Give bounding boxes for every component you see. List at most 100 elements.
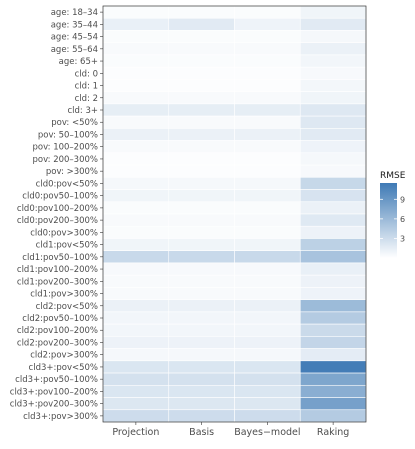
heatmap-cell <box>102 128 170 141</box>
heatmap-cell <box>168 360 235 374</box>
heatmap-cell <box>299 336 367 349</box>
y-tick-label: cld: 0 <box>75 69 98 79</box>
plot-border <box>102 5 367 423</box>
heatmap-cell <box>102 287 170 300</box>
heatmap-cell <box>102 213 170 227</box>
heatmap-cell <box>234 164 301 178</box>
heatmap-cell <box>102 238 170 252</box>
heatmap-cell <box>299 250 367 264</box>
heatmap-cell <box>102 140 170 154</box>
heatmap-cell <box>234 91 301 105</box>
heatmap-cell <box>168 152 235 166</box>
x-tick-label: Projection <box>112 427 159 438</box>
heatmap-cells <box>102 5 367 423</box>
heatmap-cell <box>234 30 301 44</box>
y-tick-label: cld0:pov<50% <box>36 179 98 189</box>
heatmap-cell <box>102 91 170 105</box>
heatmap-cell <box>234 152 301 166</box>
heatmap-cell <box>299 91 367 105</box>
heatmap-cell <box>299 274 367 288</box>
heatmap-cell <box>299 42 367 56</box>
y-tick-label: cld2:pov50–100% <box>22 314 98 324</box>
legend-title: RMSE <box>380 171 406 181</box>
heatmap-cell <box>299 201 367 215</box>
heatmap-cell <box>299 30 367 44</box>
legend-ticks: 3 6 9 <box>380 195 405 243</box>
y-tick-label: pov: >300% <box>46 167 98 177</box>
heatmap-cell <box>168 397 235 411</box>
heatmap-cell <box>102 274 170 288</box>
heatmap-cell <box>168 91 235 105</box>
heatmap-cell <box>234 360 301 374</box>
heatmap-cell <box>168 79 235 92</box>
heatmap-cell <box>299 213 367 227</box>
legend-colorbar <box>380 183 397 258</box>
heatmap-cell <box>168 311 235 325</box>
heatmap-cell <box>234 348 301 362</box>
heatmap-cell <box>102 30 170 44</box>
heatmap-cell <box>234 372 301 386</box>
heatmap-cell <box>102 262 170 276</box>
heatmap-cell <box>102 66 170 80</box>
heatmap-cell <box>299 176 367 190</box>
heatmap-cell <box>234 384 301 398</box>
heatmap-cell <box>234 176 301 190</box>
heatmap-cell <box>102 360 170 374</box>
heatmap-cell <box>234 262 301 276</box>
heatmap-cell <box>299 311 367 325</box>
heatmap-cell <box>234 287 301 300</box>
heatmap-cell <box>168 176 235 190</box>
heatmap-cell <box>299 287 367 300</box>
heatmap-cell <box>299 225 367 239</box>
heatmap-cell <box>102 201 170 215</box>
heatmap-cell <box>299 238 367 252</box>
heatmap-cell <box>168 238 235 252</box>
y-tick-label: cld1:pov50–100% <box>22 253 98 263</box>
y-tick-label: cld0:pov50–100% <box>22 192 98 202</box>
heatmap-cell <box>102 176 170 190</box>
y-tick-label: cld1:pov200–300% <box>17 277 98 287</box>
heatmap-cell <box>168 54 235 68</box>
heatmap-cell <box>168 336 235 349</box>
heatmap-cell <box>102 79 170 92</box>
heatmap-cell <box>299 66 367 80</box>
heatmap-cell <box>234 103 301 117</box>
heatmap-cell <box>102 323 170 337</box>
heatmap-cell <box>168 213 235 227</box>
y-tick-label: cld3+:pov50–100% <box>15 375 98 385</box>
y-tick-label: cld0:pov200–300% <box>17 216 98 226</box>
y-tick-label: cld1:pov<50% <box>36 241 98 251</box>
heatmap-cell <box>234 397 301 411</box>
heatmap-cell <box>168 189 235 203</box>
heatmap-cell <box>102 152 170 166</box>
heatmap-cell <box>299 323 367 337</box>
heatmap-cell <box>102 384 170 398</box>
heatmap-cell <box>168 299 235 313</box>
legend-tick-label: 3 <box>400 234 405 243</box>
y-tick-label: pov: 200–300% <box>32 155 98 165</box>
y-tick-label: age: 65+ <box>59 57 98 67</box>
y-tick-label: cld2:pov100–200% <box>17 326 98 336</box>
heatmap-cell <box>234 128 301 141</box>
heatmap-cell <box>299 262 367 276</box>
heatmap-cell <box>234 201 301 215</box>
heatmap-cell <box>102 397 170 411</box>
heatmap-cell <box>102 409 170 423</box>
heatmap-cell <box>299 115 367 129</box>
heatmap-cell <box>234 250 301 264</box>
heatmap-cell <box>299 299 367 313</box>
heatmap-cell <box>168 115 235 129</box>
heatmap-cell <box>168 323 235 337</box>
heatmap-cell <box>102 299 170 313</box>
heatmap-cell <box>234 79 301 92</box>
y-tick-label: cld2:pov>300% <box>30 351 98 361</box>
y-tick-label: cld1:pov100–200% <box>17 265 98 275</box>
heatmap-cell <box>299 152 367 166</box>
heatmap-cell <box>168 5 235 19</box>
heatmap-cell <box>168 372 235 386</box>
y-tick-label: pov: 100–200% <box>32 143 98 153</box>
y-tick-label: pov: <50% <box>51 118 98 128</box>
y-tick-label: cld0:pov100–200% <box>17 204 98 214</box>
heatmap-cell <box>168 164 235 178</box>
